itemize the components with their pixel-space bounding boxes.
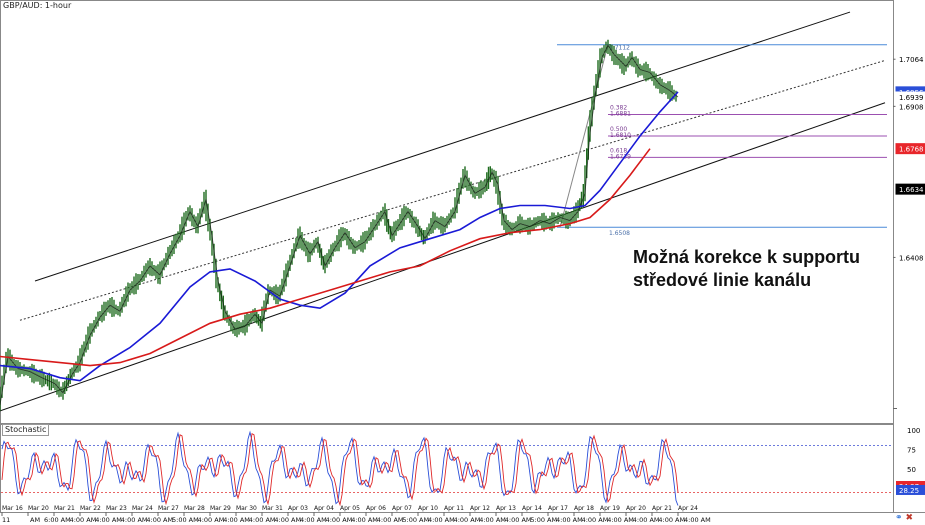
x-label: 4:00 AM (607, 516, 634, 524)
x-label: 4:00 AM (249, 516, 276, 524)
price-label-text: 1.6908 (899, 103, 924, 111)
date-label: Apr 19 (600, 505, 620, 512)
moving-average-blue (0, 91, 679, 382)
channel-line-upper (34, 11, 851, 282)
x-label: 4:00 AM (146, 516, 173, 524)
level-label: 1.7112 (609, 45, 630, 52)
date-label: Mar 31 (262, 505, 283, 512)
price-label-text: 1.6768 (899, 146, 924, 154)
price-label-box (895, 251, 925, 263)
x-label: 4:00 AM (582, 516, 609, 524)
price-label-text: 1.6939 (899, 94, 924, 102)
price-label-text: 1.6408 (899, 254, 924, 262)
chart-toolbar-icons[interactable]: ⚭ ✖ (895, 513, 916, 523)
x-label: 4:00 AM (70, 516, 97, 524)
stochastic-y-tick: 75 (907, 447, 916, 455)
x-label: 5:00 AM (172, 516, 199, 524)
date-label: Mar 29 (210, 505, 231, 512)
stochastic-value-box (896, 484, 925, 495)
annotation-text: Možná korekce k supportu středové linie … (633, 247, 861, 290)
date-label: Apr 05 (340, 505, 360, 512)
date-label: Mar 21 (54, 505, 75, 512)
x-label: 4:00 AM (377, 516, 404, 524)
x-label: 4:00 AM (556, 516, 583, 524)
price-label-box (895, 143, 925, 155)
date-label: Apr 03 (288, 505, 308, 512)
date-label: Apr 04 (314, 505, 334, 512)
price-label-text: 1.7064 (899, 56, 924, 64)
x-label: 6:00 AM (44, 516, 71, 524)
x-label: 4:00 AM (454, 516, 481, 524)
x-label: 4:00 AM (274, 516, 301, 524)
price-label-text: 1.6634 (899, 186, 924, 194)
date-label: Apr 14 (522, 505, 542, 512)
x-label: 4:00 AM (633, 516, 660, 524)
price-label-box (895, 100, 925, 112)
x-label: 5:00 AM (530, 516, 557, 524)
moving-average-red (0, 148, 651, 367)
date-label: Apr 11 (444, 505, 464, 512)
x-label: 4:00 AM (326, 516, 353, 524)
fib-price-label: 1.6881 (610, 111, 631, 118)
stochastic-y-tick: 50 (907, 466, 916, 474)
fib-price-label: 1.6739 (610, 153, 631, 160)
stochastic-k-line (1, 430, 679, 506)
close-icon[interactable]: ✖ (905, 513, 914, 523)
date-label: Mar 16 (2, 505, 23, 512)
chart-title: GBP/AUD: 1-hour (2, 1, 73, 10)
date-label: Mar 20 (28, 505, 49, 512)
level-label: 1.6508 (609, 230, 630, 237)
date-label: Mar 22 (80, 505, 101, 512)
date-label: Apr 18 (574, 505, 594, 512)
stochastic-title: Stochastic (2, 424, 50, 436)
x-label: 5:00 AM (402, 516, 429, 524)
fib-price-label: 1.6810 (610, 132, 631, 139)
price-label-box (895, 183, 925, 195)
x-label: 4:00 AM (198, 516, 225, 524)
x-label: 4:00 AM (223, 516, 250, 524)
date-label: Apr 21 (652, 505, 672, 512)
fib-ratio-label: 0.500 (610, 126, 627, 133)
x-label: 4:00 AM (121, 516, 148, 524)
x-label: 4:00 AM (658, 516, 685, 524)
x-label: 4:00 AM (479, 516, 506, 524)
price-label-box (895, 53, 925, 65)
date-label: Apr 24 (678, 505, 698, 512)
fib-ratio-label: 0.618 (610, 147, 627, 154)
x-label: 11 (2, 516, 10, 524)
price-panel-frame (0, 0, 894, 424)
x-label: 4:00 AM (95, 516, 122, 524)
channel-line-lower (0, 102, 886, 412)
x-label: 4:00 AM (300, 516, 327, 524)
date-label: Mar 24 (132, 505, 153, 512)
x-label: 4:00 AM (505, 516, 532, 524)
date-label: Apr 17 (548, 505, 568, 512)
price-line (0, 44, 679, 405)
date-label: Apr 20 (626, 505, 646, 512)
x-label: AM (30, 516, 40, 524)
stochastic-panel-frame (0, 424, 894, 513)
fib-ratio-label: 0.382 (610, 105, 627, 112)
date-label: Mar 27 (158, 505, 179, 512)
date-label: Mar 28 (184, 505, 205, 512)
x-label: 4:00 AM (428, 516, 455, 524)
stochastic-y-tick: 100 (907, 427, 920, 435)
price-candles (0, 39, 677, 411)
date-label: Apr 06 (366, 505, 386, 512)
date-label: Apr 12 (470, 505, 490, 512)
date-label: Mar 30 (236, 505, 257, 512)
stochastic-value-text: 28.25 (899, 487, 919, 495)
x-label: 4:00 AM (351, 516, 378, 524)
date-label: Apr 07 (392, 505, 412, 512)
date-label: Apr 10 (418, 505, 438, 512)
x-label: 4:00 AM (684, 516, 711, 524)
date-label: Mar 23 (106, 505, 127, 512)
channel-line-middle (19, 59, 886, 321)
stochastic-d-line (1, 432, 679, 507)
link-icon[interactable]: ⚭ (895, 513, 903, 523)
date-label: Apr 13 (496, 505, 516, 512)
